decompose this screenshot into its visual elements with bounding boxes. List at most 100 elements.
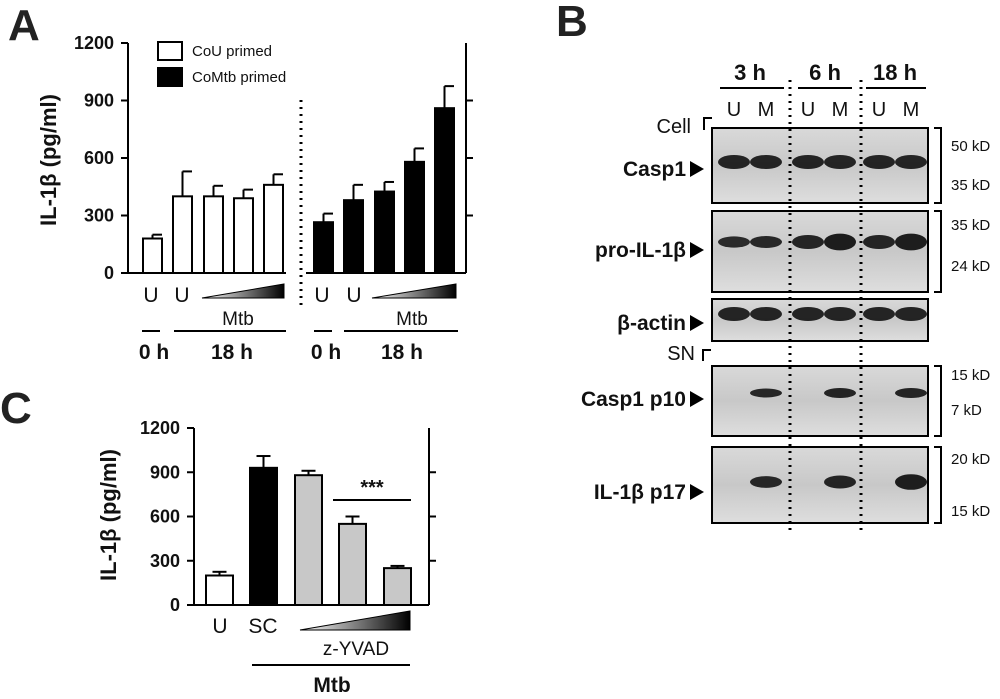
panel-a-time-18h-left: 18 h bbox=[211, 341, 253, 364]
panel-a-y-tick-label: 0 bbox=[104, 263, 114, 283]
panel-a-bar-cou bbox=[172, 195, 193, 274]
panel-a-time-0h-right: 0 h bbox=[311, 341, 341, 364]
panel-c-zyvad-label: z-YVAD bbox=[323, 639, 389, 660]
blot-cell-label: Cell bbox=[657, 116, 691, 138]
panel-letter-a: A bbox=[8, 1, 40, 50]
blot-band bbox=[750, 388, 782, 398]
panel-a-mtb-label-left: Mtb bbox=[222, 309, 254, 330]
panel-c-y-tick-label: 0 bbox=[170, 595, 180, 615]
blot-lane-label: U bbox=[872, 99, 886, 121]
blot-band bbox=[750, 307, 782, 321]
blot-row-arrow-icon bbox=[690, 391, 704, 407]
panel-c-chart: IL-1β (pg/ml) 0 300 600 900 1200 *** U SC z-… bbox=[96, 418, 436, 697]
blot-row-arrow-icon bbox=[690, 315, 704, 331]
legend-swatch-cou bbox=[157, 41, 183, 61]
blot-row-label: Casp1 p10 bbox=[581, 388, 686, 411]
blot-membrane bbox=[711, 210, 929, 293]
panel-c-y-axis-label: IL-1β (pg/ml) bbox=[96, 449, 121, 581]
panel-a-time-18h-right: 18 h bbox=[381, 341, 423, 364]
blot-band bbox=[750, 155, 782, 169]
blot-time-18h: 18 h bbox=[873, 60, 917, 85]
panel-c-y-tick-label: 900 bbox=[150, 462, 180, 482]
blot-band bbox=[824, 475, 856, 489]
panel-c-bar bbox=[338, 522, 367, 606]
blot-band bbox=[718, 155, 750, 169]
panel-c-bar bbox=[205, 574, 234, 606]
panel-a-y-tick-label: 900 bbox=[84, 91, 114, 111]
panel-a-cat-u3: U bbox=[314, 284, 329, 307]
panel-c-cat-u: U bbox=[212, 615, 227, 638]
panel-c-y-tick-label: 1200 bbox=[140, 418, 180, 438]
blot-band bbox=[863, 155, 895, 169]
panel-letter-c: C bbox=[0, 384, 32, 433]
blot-membrane bbox=[711, 298, 929, 342]
panel-a-mtb-wedge-right bbox=[371, 283, 457, 299]
panel-c-bar bbox=[294, 474, 323, 607]
blot-lane-label: M bbox=[758, 99, 775, 121]
blot-row-label: Casp1 bbox=[623, 158, 686, 181]
panel-a-bar-cou bbox=[263, 183, 284, 274]
blot-band bbox=[863, 307, 895, 321]
blot-marker-label: 15 kD bbox=[951, 367, 990, 384]
blot-row-label: β-actin bbox=[617, 312, 686, 335]
blot-lane-label: U bbox=[801, 99, 815, 121]
blot-row-arrow-icon bbox=[690, 484, 704, 500]
panel-a-bar-cou bbox=[233, 197, 254, 274]
blot-row-arrow-icon bbox=[690, 242, 704, 258]
blot-row-label: IL-1β p17 bbox=[594, 481, 686, 504]
blot-band bbox=[750, 476, 782, 488]
panel-a-bar-comtb bbox=[343, 199, 364, 275]
blot-row-arrow-icon bbox=[690, 161, 704, 177]
panel-c-mtb-label: Mtb bbox=[313, 674, 350, 697]
blot-band bbox=[824, 388, 856, 398]
blot-band bbox=[718, 236, 750, 248]
panel-a-y-axis-label: IL-1β (pg/ml) bbox=[36, 94, 61, 226]
blot-membrane bbox=[711, 446, 929, 524]
panel-a-mtb-wedge-left bbox=[201, 283, 285, 299]
panel-a-bar-comtb bbox=[434, 107, 455, 274]
blot-lane-label: M bbox=[832, 99, 849, 121]
panel-a-bar-comtb bbox=[313, 221, 334, 274]
blot-band bbox=[824, 307, 856, 321]
panel-c-zyvad-wedge bbox=[299, 610, 411, 631]
blot-band bbox=[895, 155, 927, 169]
blot-marker-label: 35 kD bbox=[951, 217, 990, 234]
panel-a-time-0h-left: 0 h bbox=[139, 341, 169, 364]
blot-marker-bracket bbox=[934, 446, 942, 524]
panel-a-cat-u4: U bbox=[346, 284, 361, 307]
panel-c-bar bbox=[249, 466, 278, 607]
blot-lane-label: U bbox=[727, 99, 741, 121]
blot-band bbox=[895, 307, 927, 321]
panel-letter-b: B bbox=[556, 0, 588, 46]
legend-label-cou: CoU primed bbox=[192, 43, 272, 60]
blot-band bbox=[792, 235, 824, 249]
blot-marker-label: 7 kD bbox=[951, 402, 982, 419]
blot-band bbox=[718, 307, 750, 321]
panel-c-y-tick-label: 300 bbox=[150, 551, 180, 571]
blot-band bbox=[792, 155, 824, 169]
blot-marker-bracket bbox=[934, 365, 942, 437]
blot-marker-bracket bbox=[934, 127, 942, 204]
blot-marker-label: 20 kD bbox=[951, 451, 990, 468]
blot-band bbox=[895, 388, 927, 398]
blot-band bbox=[824, 233, 856, 251]
blot-band bbox=[824, 155, 856, 169]
blot-time-3h: 3 h bbox=[734, 60, 766, 85]
blot-marker-bracket bbox=[934, 210, 942, 293]
panel-a-bar-comtb bbox=[374, 190, 395, 275]
blot-marker-label: 50 kD bbox=[951, 138, 990, 155]
blot-lane-label: M bbox=[903, 99, 920, 121]
blot-marker-label: 24 kD bbox=[951, 258, 990, 275]
blot-marker-label: 35 kD bbox=[951, 177, 990, 194]
blot-sn-bracket bbox=[702, 349, 711, 361]
panel-c-significance-stars: *** bbox=[360, 477, 384, 499]
blot-band bbox=[863, 235, 895, 249]
panel-a-y-tick-label: 600 bbox=[84, 148, 114, 168]
panel-a-bar-cou bbox=[142, 237, 163, 274]
panel-c-bar bbox=[383, 567, 412, 606]
blot-band bbox=[792, 307, 824, 321]
blot-cell-bracket bbox=[703, 117, 712, 130]
